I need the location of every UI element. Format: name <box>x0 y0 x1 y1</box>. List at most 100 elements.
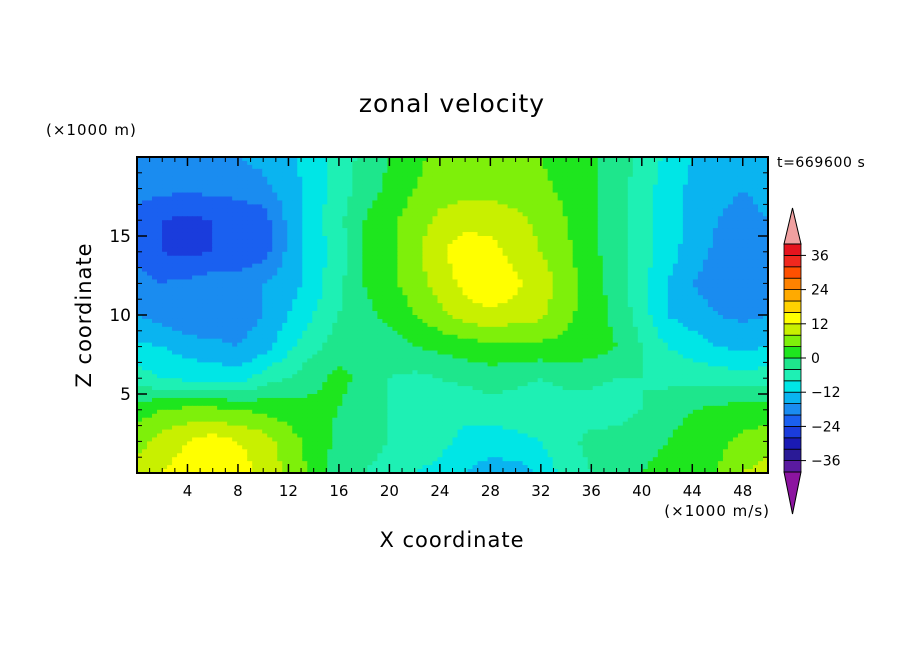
field-cell <box>417 299 424 304</box>
field-cell <box>522 180 529 186</box>
field-cell <box>527 157 534 162</box>
field-cell <box>662 192 669 198</box>
field-cell <box>747 255 754 261</box>
field-cell <box>627 157 634 162</box>
field-cell <box>317 196 323 202</box>
field-cell <box>307 176 313 182</box>
field-cell <box>317 295 323 300</box>
field-cell <box>367 279 373 284</box>
field-cell <box>222 299 228 304</box>
field-cell <box>512 200 519 205</box>
field-cell <box>202 259 208 265</box>
field-cell <box>382 275 388 281</box>
field-cell <box>462 212 469 217</box>
field-cell <box>287 208 293 213</box>
field-cell <box>492 271 499 277</box>
field-cell <box>422 255 429 261</box>
field-cell <box>622 216 629 221</box>
field-cell <box>392 224 399 229</box>
field-cell <box>687 267 694 273</box>
field-cell <box>657 224 664 229</box>
field-cell <box>212 196 218 202</box>
field-cell <box>177 255 183 261</box>
field-cell <box>387 295 394 300</box>
field-cell <box>677 204 684 209</box>
field-cell <box>662 291 669 296</box>
field-cell <box>227 287 233 292</box>
field-cell <box>262 303 268 308</box>
field-cell <box>607 275 614 281</box>
field-cell <box>507 263 514 269</box>
field-cell <box>357 232 363 237</box>
field-cell <box>222 192 228 198</box>
field-cell <box>407 247 414 253</box>
field-cell <box>607 228 614 233</box>
field-cell <box>162 243 168 249</box>
field-cell <box>502 164 509 170</box>
field-cell <box>447 311 454 316</box>
field-cell <box>377 157 383 162</box>
field-cell <box>642 295 649 300</box>
field-cell <box>702 160 709 166</box>
field-cell <box>417 184 424 190</box>
field-cell <box>717 279 724 284</box>
field-cell <box>727 176 734 182</box>
field-cell <box>592 157 599 162</box>
field-cell <box>367 204 373 209</box>
field-cell <box>722 232 729 237</box>
field-cell <box>202 208 208 213</box>
field-cell <box>217 287 223 292</box>
field-cell <box>312 212 318 217</box>
field-cell <box>622 263 629 269</box>
field-cell <box>537 232 544 237</box>
field-cell <box>512 299 519 304</box>
field-cell <box>162 287 168 292</box>
field-cell <box>197 212 203 217</box>
field-cell <box>502 279 509 284</box>
field-cell <box>687 157 694 162</box>
field-cell <box>197 172 203 178</box>
field-cell <box>702 275 709 281</box>
field-cell <box>392 271 399 277</box>
field-cell <box>602 299 609 304</box>
field-cell <box>577 263 584 269</box>
field-cell <box>557 247 564 253</box>
field-cell <box>232 287 238 292</box>
field-cell <box>237 283 243 288</box>
field-cell <box>317 168 323 174</box>
field-cell <box>152 243 158 249</box>
field-cell <box>362 271 368 277</box>
field-cell <box>337 224 343 229</box>
field-cell <box>547 196 554 202</box>
field-cell <box>382 172 388 178</box>
field-cell <box>187 299 193 304</box>
field-cell <box>347 157 353 162</box>
field-cell <box>567 160 574 166</box>
field-cell <box>172 184 178 190</box>
field-cell <box>337 295 343 300</box>
field-cell <box>702 232 709 237</box>
field-cell <box>192 311 198 316</box>
field-cell <box>367 184 373 190</box>
field-cell <box>402 299 409 304</box>
field-cell <box>357 259 363 265</box>
field-cell <box>172 216 178 221</box>
field-cell <box>207 192 213 198</box>
field-cell <box>242 160 248 166</box>
field-cell <box>242 295 248 300</box>
field-cell <box>452 184 459 190</box>
field-cell <box>552 247 559 253</box>
field-cell <box>302 196 308 202</box>
field-cell <box>592 295 599 300</box>
field-cell <box>422 303 429 308</box>
field-cell <box>372 204 378 209</box>
field-cell <box>382 220 388 225</box>
field-cell <box>372 196 378 202</box>
field-cell <box>402 184 409 190</box>
field-cell <box>242 243 248 249</box>
field-cell <box>567 168 574 174</box>
field-cell <box>562 255 569 261</box>
field-cell <box>632 216 639 221</box>
field-cell <box>432 299 439 304</box>
field-cell <box>527 307 534 312</box>
